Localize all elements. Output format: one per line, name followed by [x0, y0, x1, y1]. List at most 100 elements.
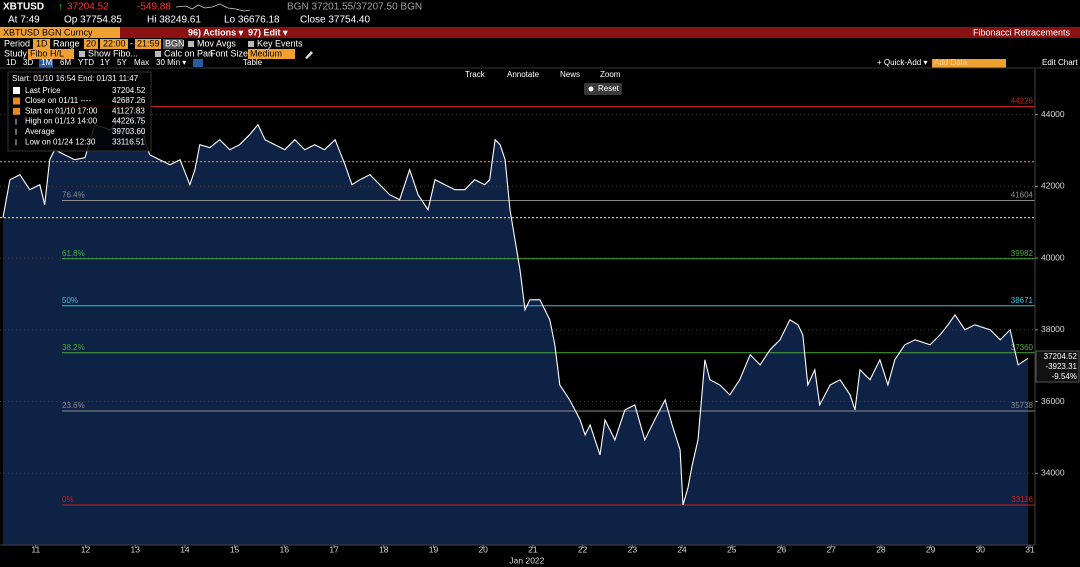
edit-chart[interactable]: Edit Chart	[1042, 58, 1078, 67]
period[interactable]: 1D	[36, 38, 48, 48]
legend-label: High on 01/13 14:00	[25, 117, 98, 126]
legend-value: 44226.75	[112, 117, 146, 126]
icon[interactable]	[193, 59, 203, 67]
range-label: Range	[53, 38, 80, 48]
x-tick-label: 24	[677, 544, 687, 554]
x-tick-label: 15	[230, 544, 240, 554]
fib-value: 33116	[1011, 495, 1033, 504]
fib-value: 38671	[1011, 296, 1034, 305]
actions-menu[interactable]: 96) Actions ▾	[188, 27, 244, 37]
reset-button[interactable]	[584, 83, 622, 95]
x-tick-label: 17	[329, 544, 339, 554]
fib-value: 44226	[1011, 97, 1034, 106]
show-fibo[interactable]: Show Fibo...	[88, 48, 138, 58]
calc-on-pan[interactable]: Calc on Pan	[164, 48, 213, 58]
price-area	[3, 106, 1028, 545]
range-button[interactable]: YTD	[78, 58, 94, 67]
x-tick-label: 28	[876, 544, 886, 554]
ticker: XBTUSD	[3, 2, 44, 13]
range-button[interactable]: Max	[134, 58, 149, 67]
legend-value: 33116.51	[112, 137, 145, 146]
security[interactable]: XBTUSD BGN Curncy	[3, 27, 93, 37]
zoom-tool[interactable]: Zoom	[600, 70, 621, 79]
period-label: Period	[4, 38, 30, 48]
legend-label: Low on 01/24 12:30	[25, 137, 96, 146]
range-button[interactable]: 3D	[23, 58, 33, 67]
period-field[interactable]	[33, 39, 50, 49]
price-tag-text: -3923.31	[1045, 362, 1077, 371]
range-button[interactable]: 1M	[41, 58, 52, 67]
legend-value: 39703.60	[112, 127, 146, 136]
legend-swatch	[13, 87, 20, 94]
legend-value: 37204.52	[112, 86, 146, 95]
sparkline	[175, 3, 251, 12]
source[interactable]: BGN	[165, 38, 185, 48]
x-tick-label: 26	[777, 544, 787, 554]
legend-value: 41127.83	[112, 106, 145, 115]
price-tag	[1035, 350, 1080, 383]
security-field[interactable]	[0, 27, 120, 38]
range-button[interactable]: 1D	[6, 58, 16, 67]
x-tick-label: 12	[81, 544, 91, 554]
edit-menu[interactable]: 97) Edit ▾	[248, 27, 288, 37]
checkbox[interactable]	[188, 41, 194, 47]
net-change: -549.88	[137, 2, 171, 13]
range-button[interactable]: 5Y	[117, 58, 127, 67]
annotate-tool[interactable]: Annotate	[507, 70, 540, 79]
x-tick-label: 11	[31, 544, 40, 554]
quick-add[interactable]: + Quick-Add ▾	[877, 58, 927, 67]
fib-pct: 23.6%	[62, 401, 85, 410]
stat: Op 37754.85	[64, 15, 122, 26]
stat: Hi 38249.61	[147, 15, 201, 26]
y-tick-label: 34000	[1041, 468, 1065, 478]
source-field[interactable]	[163, 39, 183, 49]
y-tick-label: 40000	[1041, 252, 1065, 262]
mov-avgs[interactable]: Mov Avgs	[197, 38, 236, 48]
range-button[interactable]: 1Y	[100, 58, 110, 67]
range-from[interactable]: 22:00	[103, 38, 126, 48]
fib-value: 39982	[1011, 249, 1034, 258]
table-button[interactable]: Table	[243, 58, 263, 67]
study-label: Study	[4, 48, 28, 58]
font-size-label: Font Size	[210, 48, 248, 58]
range-to[interactable]: 21:59	[137, 38, 160, 48]
checkbox[interactable]	[248, 41, 254, 47]
legend-rows: Close on 01/11 ---- 42687.26 Start on 01/1…	[13, 96, 146, 146]
x-tick-label: 27	[826, 544, 836, 554]
interval[interactable]: 30 Min ▾	[156, 58, 186, 67]
study[interactable]: Fibo H/L	[30, 48, 64, 58]
price-tag-text: 37204.52	[1044, 352, 1078, 361]
track-tool[interactable]: Track	[465, 70, 486, 79]
range-from-field[interactable]	[100, 39, 128, 49]
fib-value: 35738	[1011, 401, 1034, 410]
last-price: 37204.52	[67, 2, 109, 13]
checkbox[interactable]	[79, 51, 85, 57]
reset-icon[interactable]	[588, 86, 594, 92]
range-count-field[interactable]	[84, 39, 98, 49]
checkbox[interactable]	[155, 51, 161, 57]
font-size-field[interactable]	[248, 49, 295, 59]
pencil-icon[interactable]	[305, 51, 313, 59]
key-events[interactable]: Key Events	[257, 38, 303, 48]
study-field[interactable]	[28, 49, 74, 59]
stat: At 7:49	[8, 15, 40, 26]
y-tick-label: 44000	[1041, 109, 1065, 119]
fib-pct: 50%	[62, 296, 78, 305]
fib-pct: 61.8%	[62, 249, 85, 258]
range-button-active[interactable]	[39, 59, 53, 68]
legend-label: Start on 01/10 17:00	[25, 106, 98, 115]
stat: Lo 36676.18	[224, 15, 280, 26]
range-button[interactable]: 6M	[60, 58, 71, 67]
price-tag-text: -9.54%	[1052, 372, 1077, 381]
add-data[interactable]: Add Data	[934, 58, 968, 67]
news-tool[interactable]: News	[560, 70, 580, 79]
function-bar	[0, 27, 1080, 38]
function-title: Fibonacci Retracements	[973, 27, 1071, 37]
x-tick-label: 29	[926, 544, 936, 554]
arrow: ↑	[58, 2, 63, 13]
reset-label[interactable]: Reset	[598, 84, 620, 93]
font-size[interactable]: Medium	[250, 48, 282, 58]
add-data-field[interactable]	[932, 59, 1006, 68]
range-count[interactable]: 20	[86, 38, 96, 48]
range-to-field[interactable]	[135, 39, 161, 49]
